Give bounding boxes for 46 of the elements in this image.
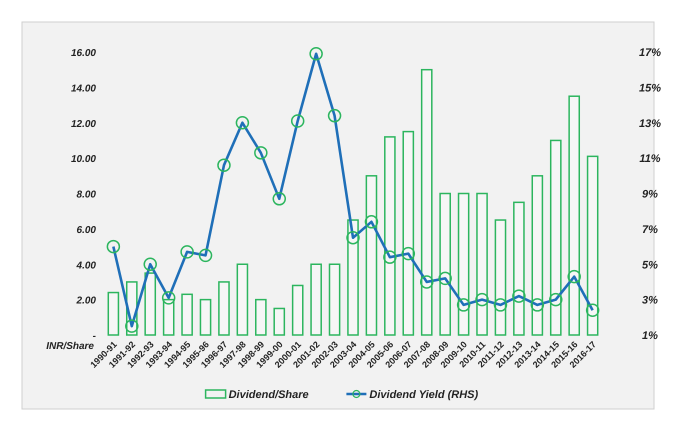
bar [494,219,506,336]
bar [236,264,248,336]
y2-tick-label: 1% [642,330,658,342]
bar [310,264,322,336]
bar [292,284,304,336]
bar [550,140,562,336]
legend-label: Dividend Yield (RHS) [369,389,479,401]
y2-tick-label: 9% [642,188,658,200]
bar [439,192,451,336]
y-tick-label: 6.00 [76,224,96,236]
bar [144,272,156,336]
bar [402,130,414,336]
bar [255,298,267,336]
bar [532,175,544,336]
bar [108,292,120,336]
y2-tick-label: 7% [642,224,658,236]
bar [328,264,340,336]
y2-tick-label: 5% [642,259,658,272]
bar [162,298,174,336]
bar [568,95,580,336]
bar [384,136,396,336]
bar [366,175,378,336]
y-tick-label: 4.00 [76,260,96,272]
bar [347,219,359,336]
y-tick-label: 8.00 [76,190,96,200]
bar [273,308,286,336]
y2-tick-label: 11% [639,153,661,166]
legend-label: Dividend/Share [228,389,309,401]
y-tick-label: 16.00 [70,48,96,59]
y2-tick-label: 13% [638,118,662,130]
bar [218,281,230,336]
bar [200,298,212,336]
y-tick-label: 14.00 [70,83,96,94]
bar [181,294,193,336]
y2-tick-label: 3% [642,294,658,307]
y-tick-label: - [92,331,97,342]
bar [458,192,470,336]
y-tick-label: 10.00 [70,154,96,166]
bar [476,192,488,336]
bar [420,68,433,336]
bar [513,202,525,336]
bar [586,156,598,336]
y2-tick-label: 17% [638,47,662,59]
y-tick-label: 12.00 [70,118,96,130]
y-tick-label: 2.00 [76,296,96,307]
y2-tick-label: 15% [638,82,662,94]
